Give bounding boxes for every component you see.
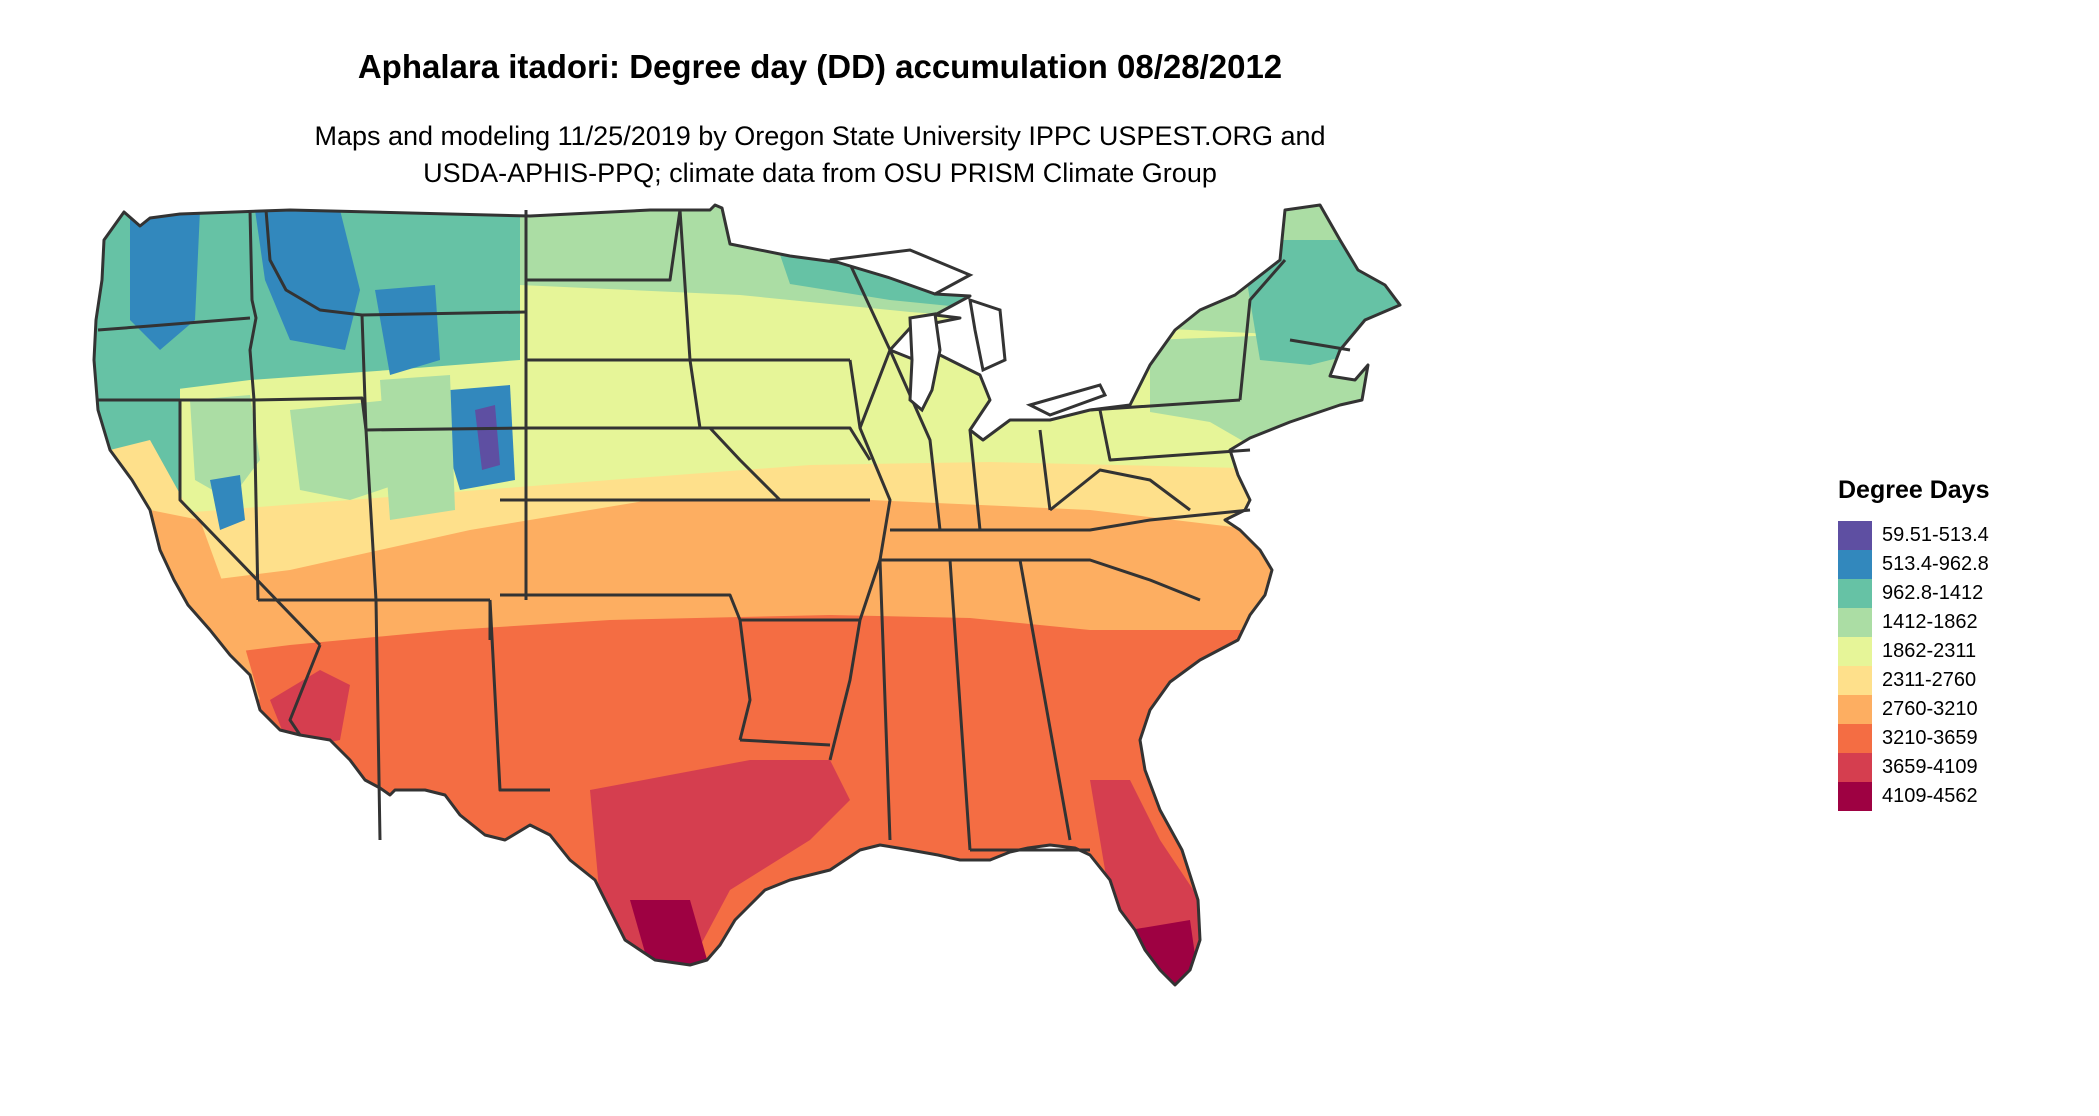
lake-superior <box>829 248 974 296</box>
legend: Degree Days 59.51-513.4 513.4-962.8 962.8-… <box>1838 476 2078 811</box>
legend-item: 1862-2311 <box>1838 637 2078 666</box>
border-ca-nv <box>178 400 322 647</box>
legend-item: 2311-2760 <box>1838 666 2078 695</box>
map-subtitle: Maps and modeling 11/25/2019 by Oregon S… <box>0 118 1640 192</box>
subtitle-line-2: USDA-APHIS-PPQ; climate data from OSU PR… <box>423 158 1217 188</box>
legend-swatch <box>1838 695 1872 724</box>
border-id-mt <box>264 209 363 317</box>
legend-label: 1412-1862 <box>1882 611 1978 633</box>
border-ms-al-ga <box>878 559 1072 851</box>
border-new-england <box>1238 259 1351 401</box>
legend-label: 2311-2760 <box>1882 669 1977 691</box>
legend-item: 1412-1862 <box>1838 608 2078 637</box>
legend-label: 3210-3659 <box>1882 727 1978 749</box>
border-ky-tn <box>890 508 1251 532</box>
state-borders <box>92 203 1402 987</box>
map-title: Aphalara itadori: Degree day (DD) accumu… <box>357 48 1283 85</box>
border-il-in-oh <box>888 349 1052 531</box>
legend-swatch <box>1838 637 1872 666</box>
legend-label: 3659-4109 <box>1882 756 1978 778</box>
lake-erie <box>1025 383 1108 417</box>
border-nm-tx <box>488 599 550 792</box>
border-tn-south <box>880 558 1201 602</box>
legend-swatch <box>1838 753 1872 782</box>
border-id-west <box>248 209 258 401</box>
legend-item: 513.4-962.8 <box>1838 550 2078 579</box>
legend-swatch <box>1838 724 1872 753</box>
border-ar-la <box>739 618 860 747</box>
legend-item: 3659-4109 <box>1838 753 2078 782</box>
legend-label: 4109-4562 <box>1882 785 1978 807</box>
border-mt-wy <box>361 310 527 317</box>
legend-item: 962.8-1412 <box>1838 579 2078 608</box>
border-ne-ks <box>526 426 782 502</box>
border-nv-ut <box>252 399 260 601</box>
legend-label: 962.8-1412 <box>1882 582 1984 604</box>
border-wa-or <box>97 316 251 332</box>
us-degree-day-map <box>90 200 1810 1110</box>
legend-item: 4109-4562 <box>1838 782 2078 811</box>
legend-swatch <box>1838 579 1872 608</box>
legend-label: 513.4-962.8 <box>1882 553 1989 575</box>
legend-items: 59.51-513.4 513.4-962.8 962.8-1412 1412-186… <box>1838 521 2078 811</box>
legend-label: 1862-2311 <box>1882 640 1977 662</box>
border-ia-mo <box>700 426 872 502</box>
map-land <box>94 205 1400 985</box>
border-va-wv <box>1049 468 1191 512</box>
legend-title: Degree Days <box>1838 476 1990 504</box>
legend-swatch <box>1838 666 1872 695</box>
legend-label: 2760-3210 <box>1882 698 1978 720</box>
legend-item: 3210-3659 <box>1838 724 2078 753</box>
lake-huron <box>968 297 1007 373</box>
legend-item: 59.51-513.4 <box>1838 521 2078 550</box>
legend-item: 2760-3210 <box>1838 695 2078 724</box>
legend-swatch <box>1838 782 1872 811</box>
border-pa-ny <box>1089 398 1251 462</box>
subtitle-line-1: Maps and modeling 11/25/2019 by Oregon S… <box>314 121 1326 151</box>
border-az-nm <box>258 598 490 841</box>
legend-swatch <box>1838 550 1872 579</box>
great-lakes <box>829 248 1108 417</box>
legend-label: 59.51-513.4 <box>1882 524 1989 546</box>
border-mn-ia <box>678 209 850 429</box>
legend-swatch <box>1838 521 1872 550</box>
border-co-ks <box>500 428 780 600</box>
border-ut-co <box>253 396 378 601</box>
legend-swatch <box>1838 608 1872 637</box>
lake-michigan <box>908 312 942 413</box>
border-dakotas <box>524 209 690 428</box>
